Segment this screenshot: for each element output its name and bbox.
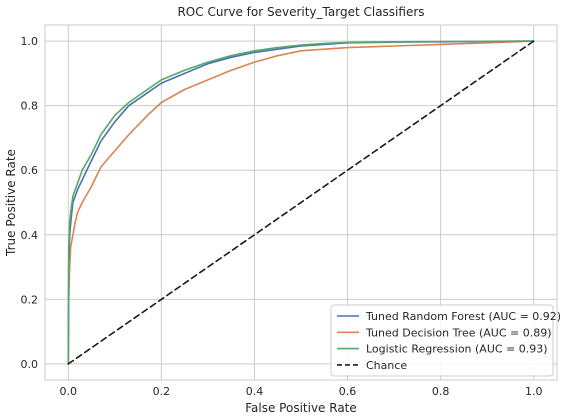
x-tick-label: 0.0 — [60, 385, 78, 398]
y-tick-label: 0.2 — [21, 293, 39, 306]
y-tick-label: 0.6 — [21, 164, 39, 177]
grid — [45, 25, 557, 380]
y-tick-label: 0.8 — [21, 100, 39, 113]
y-axis-title: True Positive Rate — [4, 149, 18, 257]
x-tick-label: 0.2 — [153, 385, 171, 398]
legend-label-1: Tuned Decision Tree (AUC = 0.89) — [365, 326, 552, 339]
x-tick-label: 1.0 — [525, 385, 543, 398]
x-tick-label: 0.4 — [246, 385, 264, 398]
y-tick-label: 0.4 — [21, 229, 39, 242]
legend-label-2: Logistic Regression (AUC = 0.93) — [366, 343, 548, 356]
legend-box — [330, 304, 554, 377]
legend: Tuned Random Forest (AUC = 0.92) Tuned De… — [330, 304, 561, 377]
chart-title: ROC Curve for Severity_Target Classifier… — [177, 5, 424, 19]
series-lines — [67, 40, 535, 365]
x-tick-label: 0.8 — [432, 385, 450, 398]
legend-label-0: Tuned Random Forest (AUC = 0.92) — [365, 310, 561, 323]
series-line-1 — [67, 40, 535, 365]
x-tick-label: 0.6 — [339, 385, 357, 398]
legend-label-3: Chance — [366, 359, 407, 372]
x-axis-title: False Positive Rate — [245, 401, 357, 415]
series-line-2 — [67, 40, 535, 365]
plot-frame — [44, 24, 558, 381]
y-tick-label: 0.0 — [21, 358, 39, 371]
y-tick-label: 1.0 — [21, 35, 39, 48]
series-line-3 — [67, 40, 535, 365]
tick-labels: 0.0 0.2 0.4 0.6 0.8 1.0 0.0 0.2 0.4 0.6 0.8 1.0 — [21, 35, 543, 398]
